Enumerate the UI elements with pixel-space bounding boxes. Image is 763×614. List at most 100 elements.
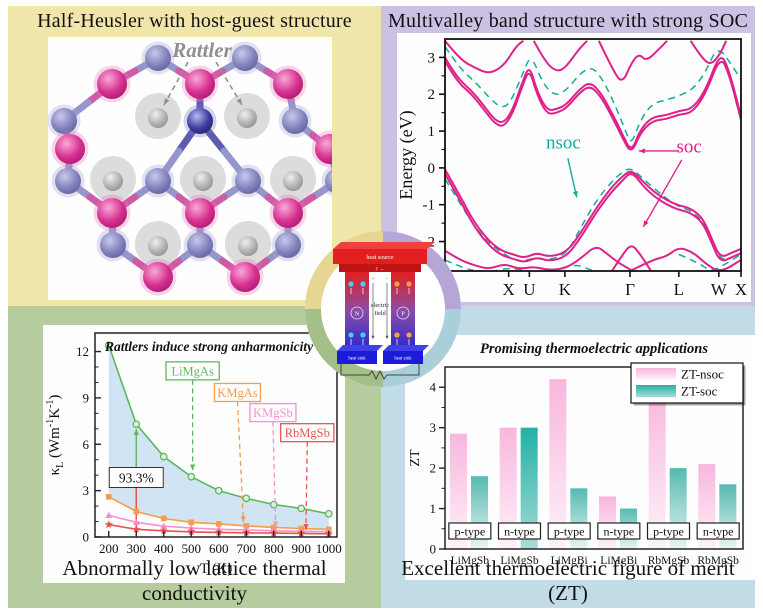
carrier-arrows bbox=[350, 288, 364, 345]
svg-text:W: W bbox=[711, 280, 728, 299]
p-leg-badge bbox=[396, 306, 410, 320]
svg-text:Γ: Γ bbox=[625, 280, 635, 299]
svg-text:-1: -1 bbox=[423, 198, 436, 214]
svg-text:X: X bbox=[735, 280, 747, 299]
svg-text:ZT-nsoc: ZT-nsoc bbox=[681, 367, 724, 382]
ring-arc-purple bbox=[382, 231, 461, 310]
panel-structure: Half-Heusler with host-guest structure R… bbox=[8, 6, 381, 306]
svg-text:0: 0 bbox=[430, 542, 437, 557]
svg-text:T (K): T (K) bbox=[200, 561, 233, 577]
heat-sink-left-top bbox=[337, 345, 383, 351]
svg-text:3: 3 bbox=[83, 483, 90, 498]
field-minus-sign: − bbox=[386, 277, 389, 282]
svg-text:LiMgSb: LiMgSb bbox=[451, 555, 490, 567]
svg-text:1: 1 bbox=[430, 501, 437, 516]
svg-text:500: 500 bbox=[182, 541, 202, 556]
svg-text:300: 300 bbox=[127, 541, 147, 556]
panel-bands: Multivalley band structure with strong S… bbox=[381, 6, 755, 306]
panel-zt: p-type LiMgSb n-type LiMgSb p-type LiMgBi n-ty… bbox=[381, 306, 755, 608]
kappa-canvas: 93.3% LiMgAs KMgAs KMgSb RbMgSb 0 3 6 9 12 200 300 4… bbox=[43, 325, 345, 583]
svg-text:900: 900 bbox=[292, 541, 312, 556]
ring-arc-blue bbox=[382, 308, 461, 387]
svg-text:ZT: ZT bbox=[408, 449, 423, 467]
heat-source-label: heat source bbox=[366, 255, 393, 261]
electric-field-label-1: electric bbox=[371, 302, 389, 309]
svg-text:LiMgBi: LiMgBi bbox=[551, 555, 588, 567]
crystal-structure-svg: Rattler bbox=[48, 38, 332, 296]
svg-text:0: 0 bbox=[428, 161, 436, 177]
svg-text:LiMgAs: LiMgAs bbox=[171, 364, 214, 378]
svg-text:4: 4 bbox=[430, 380, 437, 395]
n-leg-badge bbox=[350, 306, 364, 320]
panel-kappa: 93.3% LiMgAs KMgAs KMgSb RbMgSb 0 3 6 9 12 200 300 4… bbox=[8, 306, 381, 608]
svg-text:Rattlers induce strong anharmo: Rattlers induce strong anharmonicity bbox=[104, 339, 314, 354]
heat-sink-left-label: heat sink bbox=[348, 357, 366, 362]
svg-text:700: 700 bbox=[237, 541, 257, 556]
electric-field-label-2: field bbox=[374, 310, 386, 317]
svg-text:2: 2 bbox=[430, 461, 437, 476]
svg-text:p-type: p-type bbox=[455, 525, 486, 539]
svg-text:9: 9 bbox=[83, 390, 90, 405]
electron-dots bbox=[348, 281, 366, 338]
hole-dots bbox=[394, 281, 412, 338]
svg-text:nsoc: nsoc bbox=[546, 133, 581, 154]
svg-text:800: 800 bbox=[264, 541, 284, 556]
svg-text:K: K bbox=[559, 280, 572, 299]
svg-text:L: L bbox=[674, 280, 684, 299]
svg-text:3: 3 bbox=[430, 420, 437, 435]
circuit-wire bbox=[340, 364, 420, 381]
heat-source-top-face bbox=[333, 242, 435, 249]
panel-bands-title: Multivalley band structure with strong S… bbox=[387, 10, 749, 32]
zt-bar-chart-svg: p-type LiMgSb n-type LiMgSb p-type LiMgBi n-ty… bbox=[408, 341, 746, 567]
svg-text:6: 6 bbox=[83, 437, 90, 452]
svg-text:KMgAs: KMgAs bbox=[217, 386, 257, 400]
center-medallion: heat source J → bbox=[297, 223, 469, 395]
svg-text:LiMgBi: LiMgBi bbox=[600, 555, 637, 567]
heat-sink-left bbox=[337, 351, 377, 364]
heat-source-bar bbox=[333, 249, 427, 264]
svg-text:ZT-soc: ZT-soc bbox=[681, 384, 718, 399]
svg-text:RbMgSb: RbMgSb bbox=[648, 555, 690, 567]
svg-text:2: 2 bbox=[428, 87, 436, 103]
svg-text:Energy (eV): Energy (eV) bbox=[397, 110, 417, 199]
ring-arc-green bbox=[305, 308, 384, 387]
svg-text:X: X bbox=[502, 280, 514, 299]
svg-text:LiMgSb: LiMgSb bbox=[500, 555, 539, 567]
svg-text:p-type: p-type bbox=[554, 525, 585, 539]
svg-text:n-type: n-type bbox=[703, 525, 734, 539]
field-arrows bbox=[371, 283, 389, 339]
svg-text:n-type: n-type bbox=[504, 525, 535, 539]
svg-text:p-type: p-type bbox=[653, 525, 684, 539]
svg-text:n-type: n-type bbox=[604, 525, 635, 539]
svg-text:U: U bbox=[523, 280, 535, 299]
heat-sink-right-top bbox=[383, 345, 429, 351]
heat-sink-right-label: heat sink bbox=[394, 357, 412, 362]
thermoelectric-device: heat source J → bbox=[333, 242, 435, 381]
svg-text:κL (Wm-1K-1): κL (Wm-1K-1) bbox=[45, 395, 66, 476]
zt-canvas: p-type LiMgSb n-type LiMgSb p-type LiMgBi n-ty… bbox=[405, 335, 755, 580]
svg-text:Promising thermoelectric appli: Promising thermoelectric applications bbox=[480, 341, 708, 357]
svg-text:93.3%: 93.3% bbox=[119, 471, 154, 486]
field-plus-sign: + bbox=[372, 277, 375, 282]
carrier-arrows-p bbox=[396, 288, 410, 345]
rattler-label: Rattler bbox=[171, 38, 232, 62]
n-leg-label: N bbox=[355, 311, 360, 317]
svg-text:12: 12 bbox=[76, 344, 89, 359]
svg-text:KMgSb: KMgSb bbox=[253, 406, 293, 420]
svg-text:0: 0 bbox=[83, 530, 90, 545]
svg-text:RbMgSb: RbMgSb bbox=[697, 555, 739, 567]
heat-sink-right bbox=[383, 351, 423, 364]
svg-text:3: 3 bbox=[428, 50, 436, 66]
svg-text:1000: 1000 bbox=[316, 541, 342, 556]
device-svg: heat source J → bbox=[305, 231, 461, 387]
svg-text:soc: soc bbox=[677, 136, 702, 157]
svg-text:RbMgSb: RbMgSb bbox=[285, 426, 330, 440]
current-strip bbox=[339, 264, 421, 272]
current-label: J → bbox=[375, 267, 384, 273]
svg-text:1: 1 bbox=[428, 124, 436, 140]
panel-zt-caption: Excellent thermoelectric figure of merit… bbox=[401, 556, 735, 605]
